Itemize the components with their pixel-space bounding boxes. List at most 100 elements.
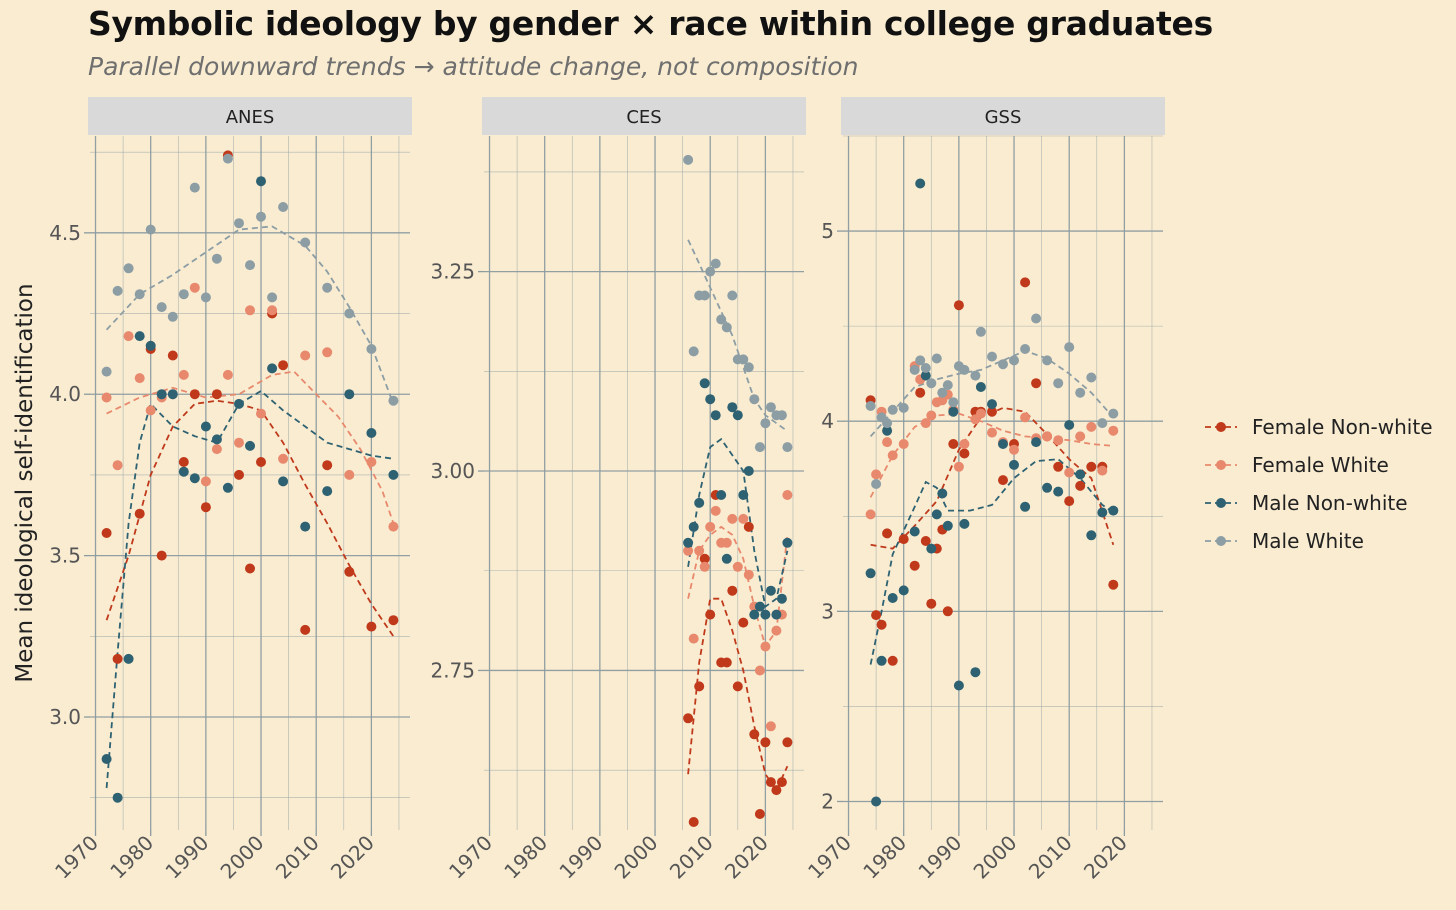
data-point-female-white xyxy=(322,347,333,358)
data-point-female-non-white xyxy=(959,448,970,459)
data-point-female-white xyxy=(178,369,189,380)
data-point-male-non-white xyxy=(937,488,948,499)
data-point-male-non-white xyxy=(366,428,377,438)
data-point-male-non-white xyxy=(920,370,931,381)
data-point-female-white xyxy=(699,561,710,572)
data-point-male-non-white xyxy=(987,399,997,410)
data-point-male-non-white xyxy=(123,653,134,664)
x-tick-label: 1970 xyxy=(444,831,497,884)
panel-ces: CES 2.75 3.00 3.25 1970 1980 1990 2000 2010 2020 xyxy=(430,97,806,884)
data-point-female-non-white xyxy=(1053,461,1064,472)
trend-line-female-non-white xyxy=(105,399,395,637)
data-point-male-white xyxy=(267,292,278,303)
x-tick-label: 1980 xyxy=(499,831,552,884)
y-tick-label: 4.0 xyxy=(49,382,81,406)
data-point-female-non-white xyxy=(1064,496,1075,507)
data-point-female-non-white xyxy=(278,360,289,371)
legend-female-non-white-label: Female Non-white xyxy=(1252,415,1433,439)
data-point-female-white xyxy=(743,569,754,580)
data-point-female-non-white xyxy=(705,609,716,620)
facet-strip-label: ANES xyxy=(226,107,275,128)
data-point-female-white xyxy=(782,490,793,500)
data-point-female-non-white xyxy=(156,550,167,561)
x-tick-label: 1990 xyxy=(160,831,213,884)
data-point-male-non-white xyxy=(1042,482,1053,493)
y-tick-label: 2.75 xyxy=(430,658,475,682)
data-point-male-non-white xyxy=(322,486,333,497)
data-point-male-non-white xyxy=(716,490,727,500)
x-tick-label: 2020 xyxy=(1079,831,1132,884)
data-point-male-white xyxy=(1097,418,1108,429)
y-tick-label: 3.5 xyxy=(49,544,81,568)
data-point-male-non-white xyxy=(876,655,887,666)
data-point-male-non-white xyxy=(738,490,749,500)
data-point-male-white xyxy=(200,292,211,303)
data-point-female-white xyxy=(101,392,112,403)
legend-male-non-white-label: Male Non-white xyxy=(1252,491,1408,515)
y-tick-label: 4.5 xyxy=(49,221,81,245)
data-point-male-non-white xyxy=(727,402,738,413)
data-point-male-white xyxy=(1075,387,1086,398)
data-point-male-white xyxy=(189,182,200,193)
data-point-female-non-white xyxy=(300,624,311,635)
data-point-female-non-white xyxy=(112,653,123,664)
data-point-male-non-white xyxy=(998,439,1008,449)
data-point-male-white xyxy=(300,237,311,248)
data-point-male-white xyxy=(366,344,377,354)
data-point-male-white xyxy=(699,290,710,301)
trend-line-male-non-white xyxy=(687,437,789,609)
data-point-male-white xyxy=(388,395,399,406)
data-point-male-white xyxy=(970,370,981,381)
x-tick-label: 2000 xyxy=(610,831,663,884)
data-point-male-non-white xyxy=(1086,530,1097,541)
data-point-female-non-white xyxy=(987,406,997,417)
data-point-male-non-white xyxy=(721,553,732,564)
data-point-female-non-white xyxy=(771,785,782,796)
data-point-male-white xyxy=(1042,355,1053,366)
data-point-male-non-white xyxy=(112,792,123,803)
data-point-female-non-white xyxy=(683,713,694,724)
data-point-female-non-white xyxy=(887,655,898,666)
data-point-male-white xyxy=(123,263,134,274)
trend-line-male-white xyxy=(869,349,1114,438)
data-point-male-white xyxy=(716,314,727,325)
data-point-female-white xyxy=(688,633,699,644)
data-point-male-non-white xyxy=(278,476,289,487)
x-tick-label: 1970 xyxy=(803,831,856,884)
x-tick-label: 1980 xyxy=(858,831,911,884)
data-point-female-white xyxy=(1075,431,1086,442)
data-point-male-white xyxy=(278,202,289,212)
data-point-female-white xyxy=(112,460,123,471)
data-point-female-non-white xyxy=(871,610,882,621)
chart-title: Symbolic ideology by gender × race withi… xyxy=(88,4,1213,43)
x-tick-label: 2010 xyxy=(1024,831,1077,884)
data-point-male-white xyxy=(705,266,716,277)
data-point-female-white xyxy=(145,405,156,416)
data-point-male-non-white xyxy=(1020,501,1031,512)
data-point-male-white xyxy=(959,364,970,375)
data-point-male-white xyxy=(915,355,926,366)
data-point-female-white xyxy=(959,439,970,449)
data-point-male-non-white xyxy=(909,526,920,537)
data-point-male-white xyxy=(1086,372,1097,383)
data-point-male-non-white xyxy=(959,518,970,529)
data-point-female-white xyxy=(1108,425,1119,436)
data-point-male-white xyxy=(1053,378,1064,389)
data-point-male-white xyxy=(322,282,333,293)
data-point-male-white xyxy=(112,285,123,296)
data-point-female-non-white xyxy=(998,475,1008,486)
data-point-male-white xyxy=(101,366,112,377)
data-point-male-non-white xyxy=(1097,507,1108,518)
facet-strip xyxy=(88,97,412,135)
data-point-male-non-white xyxy=(915,178,926,189)
chart-subtitle: Parallel downward trends → attitude chan… xyxy=(88,52,859,81)
data-point-male-white xyxy=(871,479,882,489)
data-point-male-white xyxy=(776,410,787,421)
data-point-male-white xyxy=(920,363,931,373)
data-point-male-white xyxy=(931,353,942,364)
data-point-male-non-white xyxy=(178,466,189,477)
data-point-male-white xyxy=(256,211,266,222)
data-point-male-white xyxy=(688,346,699,357)
data-point-female-white xyxy=(344,469,355,480)
data-point-female-non-white xyxy=(322,460,333,471)
